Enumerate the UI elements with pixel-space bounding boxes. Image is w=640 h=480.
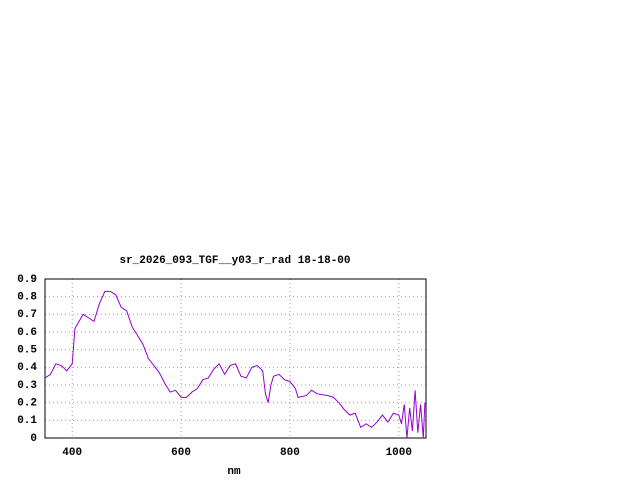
x-tick-label: 400	[62, 447, 82, 459]
x-axis-label: nm	[227, 466, 241, 478]
y-tick-label: 0.7	[17, 309, 37, 321]
x-tick-label: 800	[280, 447, 300, 459]
y-tick-label: 0.3	[17, 380, 37, 392]
y-tick-label: 0.9	[17, 274, 37, 286]
x-tick-label: 600	[171, 447, 191, 459]
chart-title: sr_2026_093_TGF__y03_r_rad 18-18-00	[119, 255, 350, 267]
y-tick-label: 0	[30, 433, 37, 445]
plot-border	[44, 278, 427, 439]
y-tick-label: 0.4	[17, 362, 37, 374]
y-tick-label: 0.5	[17, 345, 37, 357]
y-tick-label: 0.8	[17, 292, 37, 304]
data-line	[44, 290, 426, 439]
y-tick-label: 0.6	[17, 327, 37, 339]
y-tick-label: 0.1	[17, 415, 37, 427]
y-tick-label: 0.2	[17, 398, 37, 410]
x-tick-label: 1000	[386, 447, 412, 459]
